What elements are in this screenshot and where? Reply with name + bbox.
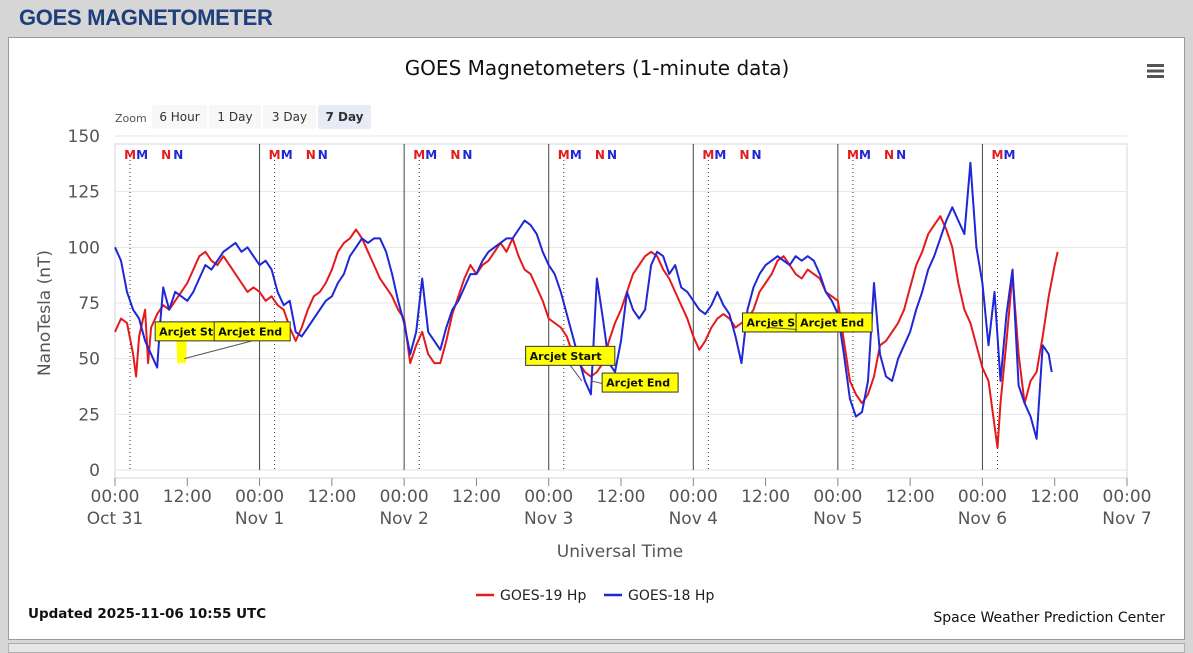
x-tick-time-label: 00:00 bbox=[813, 487, 862, 507]
x-tick-date-label: Nov 5 bbox=[813, 509, 862, 529]
annotation-connector bbox=[184, 340, 253, 360]
event-marker-label: M bbox=[702, 148, 714, 162]
x-tick-time-label: 12:00 bbox=[597, 487, 646, 507]
hamburger-menu-icon[interactable] bbox=[1144, 60, 1166, 82]
event-marker-label: M bbox=[425, 148, 437, 162]
event-marker-label: N bbox=[173, 148, 183, 162]
event-marker-label: N bbox=[607, 148, 617, 162]
annotation-box bbox=[601, 372, 679, 393]
legend-item-goes-19-hp[interactable]: GOES-19 Hp bbox=[476, 588, 586, 604]
arcjet-annotation: Arcjet Start bbox=[525, 345, 616, 382]
event-marker-label: N bbox=[306, 148, 316, 162]
x-tick-date-label: Nov 1 bbox=[235, 509, 284, 529]
arcjet-annotation: Arcjet End bbox=[184, 321, 291, 360]
event-marker-label: M bbox=[570, 148, 582, 162]
event-marker-label: M bbox=[992, 148, 1004, 162]
annotation-box bbox=[525, 345, 616, 366]
y-axis-title: NanoTesla (nT) bbox=[35, 250, 55, 376]
x-tick-time-label: 00:00 bbox=[235, 487, 284, 507]
annotation-label: Arcjet Start bbox=[159, 325, 231, 338]
zoom-button-label[interactable]: 6 Hour bbox=[159, 110, 199, 124]
x-tick-date-label: Nov 4 bbox=[669, 509, 718, 529]
zoom-button-label[interactable]: 3 Day bbox=[272, 110, 307, 124]
event-marker-label: M bbox=[558, 148, 570, 162]
updated-timestamp: Updated 2025-11-06 10:55 UTC bbox=[28, 606, 266, 622]
zoom-button-1-day[interactable]: 1 Day bbox=[209, 105, 261, 129]
event-marker-label: M bbox=[413, 148, 425, 162]
event-marker-label: M bbox=[859, 148, 871, 162]
x-tick-date-label: Nov 2 bbox=[379, 509, 428, 529]
x-tick-date-label: Nov 7 bbox=[1102, 509, 1151, 529]
x-tick-time-label: 12:00 bbox=[1030, 487, 1079, 507]
x-tick-time-label: 00:00 bbox=[1103, 487, 1152, 507]
y-tick-label: 150 bbox=[68, 127, 100, 147]
zoom-button-label[interactable]: 1 Day bbox=[217, 110, 252, 124]
x-tick-time-label: 12:00 bbox=[307, 487, 356, 507]
event-marker-label: N bbox=[595, 148, 605, 162]
zoom-label: Zoom bbox=[115, 112, 147, 125]
series-line-goes-18-hp bbox=[114, 161, 1053, 440]
x-tick-time-label: 00:00 bbox=[91, 487, 140, 507]
event-marker-label: M bbox=[124, 148, 136, 162]
zoom-button-bg[interactable] bbox=[318, 105, 371, 129]
x-tick-date-label: Oct 31 bbox=[87, 509, 143, 529]
x-axis-title: Universal Time bbox=[557, 542, 683, 562]
x-tick-time-label: 12:00 bbox=[741, 487, 790, 507]
event-marker-label: M bbox=[1004, 148, 1016, 162]
x-tick-time-label: 00:00 bbox=[380, 487, 429, 507]
event-marker-label: N bbox=[752, 148, 762, 162]
event-marker-label: M bbox=[847, 148, 859, 162]
event-marker-label: N bbox=[450, 148, 460, 162]
annotation-connector bbox=[569, 365, 583, 382]
legend-item-goes-18-hp[interactable]: GOES-18 Hp bbox=[604, 588, 714, 604]
annotation-label: Arcjet End bbox=[606, 377, 670, 390]
annotation-label: Arcjet End bbox=[218, 325, 282, 338]
page-title: GOES MAGNETOMETER bbox=[19, 5, 273, 30]
y-tick-label: 0 bbox=[89, 461, 100, 481]
event-marker-label: N bbox=[462, 148, 472, 162]
event-marker-label: M bbox=[714, 148, 726, 162]
page-header: GOES MAGNETOMETER bbox=[0, 0, 1193, 36]
event-marker-label: N bbox=[896, 148, 906, 162]
event-marker-label: N bbox=[318, 148, 328, 162]
annotation-label: Arcjet End bbox=[800, 316, 864, 329]
x-tick-time-label: 12:00 bbox=[452, 487, 501, 507]
zoom-button-7-day[interactable]: 7 Day bbox=[318, 105, 371, 129]
annotation-box bbox=[795, 312, 873, 333]
y-tick-label: 50 bbox=[78, 350, 100, 370]
zoom-button-3-day[interactable]: 3 Day bbox=[263, 105, 316, 129]
chart-title: GOES Magnetometers (1-minute data) bbox=[405, 56, 790, 80]
series-line-goes-19-hp bbox=[114, 215, 1059, 449]
x-tick-time-label: 00:00 bbox=[958, 487, 1007, 507]
x-tick-time-label: 12:00 bbox=[886, 487, 935, 507]
arcjet-annotation: Arcjet End bbox=[590, 372, 679, 393]
y-tick-label: 125 bbox=[68, 183, 100, 203]
zoom-button-bg[interactable] bbox=[152, 105, 207, 129]
event-marker-label: N bbox=[161, 148, 171, 162]
event-marker-label: M bbox=[136, 148, 148, 162]
annotation-label: Arcjet Start bbox=[530, 350, 602, 363]
legend-label[interactable]: GOES-18 Hp bbox=[628, 588, 714, 604]
event-marker-label: M bbox=[281, 148, 293, 162]
legend-label[interactable]: GOES-19 Hp bbox=[500, 588, 586, 604]
x-tick-time-label: 00:00 bbox=[524, 487, 573, 507]
arcjet-annotation: Arcjet End bbox=[768, 312, 873, 333]
event-marker-label: N bbox=[884, 148, 894, 162]
y-tick-label: 75 bbox=[78, 294, 100, 314]
x-tick-time-label: 12:00 bbox=[163, 487, 212, 507]
credit-text: Space Weather Prediction Center bbox=[933, 610, 1165, 626]
y-tick-label: 100 bbox=[68, 238, 100, 258]
x-tick-date-label: Nov 6 bbox=[958, 509, 1007, 529]
zoom-button-bg[interactable] bbox=[209, 105, 261, 129]
x-tick-time-label: 00:00 bbox=[669, 487, 718, 507]
event-marker-label: N bbox=[739, 148, 749, 162]
annotation-box bbox=[213, 321, 291, 342]
y-tick-label: 25 bbox=[78, 405, 100, 425]
zoom-button-6-hour[interactable]: 6 Hour bbox=[152, 105, 207, 129]
event-marker-label: M bbox=[269, 148, 281, 162]
zoom-button-bg[interactable] bbox=[263, 105, 316, 129]
zoom-button-label[interactable]: 7 Day bbox=[325, 110, 363, 124]
x-tick-date-label: Nov 3 bbox=[524, 509, 573, 529]
